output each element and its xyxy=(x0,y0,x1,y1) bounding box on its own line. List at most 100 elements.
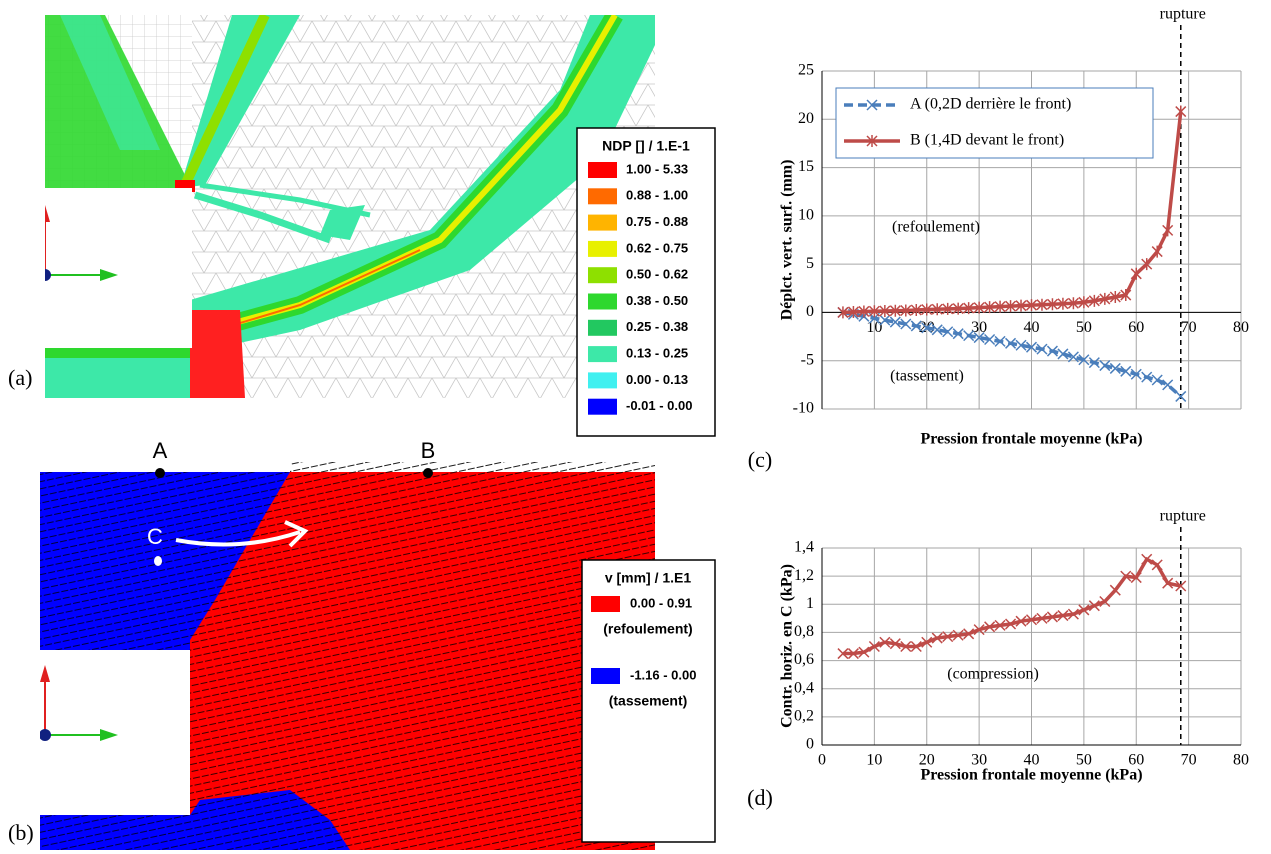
marker xyxy=(868,640,880,653)
x-tick-label: 80 xyxy=(1233,319,1249,336)
marker xyxy=(1078,604,1090,616)
x-tick-label: 40 xyxy=(1024,319,1040,336)
marker xyxy=(868,305,880,318)
x-tick-label: 30 xyxy=(971,319,987,336)
marker xyxy=(1120,365,1132,377)
y-tick-label: 0,4 xyxy=(794,679,814,696)
annotation: rupture xyxy=(1160,508,1206,525)
legend-label: 0.00 - 0.91 xyxy=(630,595,692,610)
marker xyxy=(1141,258,1153,271)
annotation: (compression) xyxy=(947,666,1039,683)
marker xyxy=(1015,615,1027,627)
marker xyxy=(858,305,870,318)
marker xyxy=(1015,339,1027,351)
y-tick-label: -5 xyxy=(801,351,814,368)
point-label: A xyxy=(153,438,168,463)
marker xyxy=(837,306,849,319)
y-tick-label: 5 xyxy=(806,255,814,272)
x-tick-label: 70 xyxy=(1181,752,1197,769)
marker xyxy=(879,636,891,648)
legend-box xyxy=(835,87,1154,159)
marker xyxy=(963,628,975,640)
legend-label: 0.50 - 0.62 xyxy=(626,267,688,282)
legend-swatch xyxy=(591,596,620,612)
marker xyxy=(1109,584,1121,596)
x-tick-label: 40 xyxy=(1024,752,1040,769)
marker xyxy=(942,326,954,338)
marker xyxy=(1175,105,1187,118)
marker xyxy=(1067,351,1079,363)
marker xyxy=(1130,267,1142,280)
legend-label: -0.01 - 0.00 xyxy=(626,398,693,413)
marker xyxy=(921,303,933,316)
legend-swatch xyxy=(588,293,617,310)
marker xyxy=(1036,298,1048,311)
x-tick-label: 10 xyxy=(866,752,882,769)
legend-swatch xyxy=(588,214,617,231)
marker xyxy=(1141,553,1153,565)
marker xyxy=(879,314,891,326)
x-tick-label: 20 xyxy=(919,752,935,769)
annotation: (tassement) xyxy=(890,368,964,385)
marker xyxy=(1120,289,1132,302)
marker xyxy=(847,648,859,660)
x-tick-label: 0 xyxy=(818,752,826,769)
legend: v [mm] / 1.E1 0.00 - 0.91 (refoulement) -1… xyxy=(581,559,716,843)
legend-swatch xyxy=(866,135,878,147)
marker xyxy=(973,624,985,636)
marker xyxy=(1130,368,1142,380)
panel-label: (c) xyxy=(748,447,772,472)
y-tick-label: 0,8 xyxy=(794,623,814,640)
marker xyxy=(1046,611,1058,623)
marker xyxy=(963,302,975,315)
marker xyxy=(1025,299,1038,312)
point-label: C xyxy=(147,524,163,549)
y-tick-label: -10 xyxy=(793,400,814,417)
marker xyxy=(1005,337,1017,349)
panel-label: (a) xyxy=(8,365,32,390)
marker xyxy=(952,629,964,641)
panel-b-field xyxy=(40,472,655,850)
marker xyxy=(942,631,954,643)
panel-label: (d) xyxy=(747,785,773,810)
marker xyxy=(963,330,975,342)
marker xyxy=(1151,374,1163,386)
marker xyxy=(1057,348,1069,360)
legend-label: 1.00 - 5.33 xyxy=(626,161,688,176)
marker xyxy=(1015,299,1027,312)
x-tick-label: 50 xyxy=(1076,319,1092,336)
marker xyxy=(1025,341,1038,353)
x-tick-label: 10 xyxy=(866,319,882,336)
marker xyxy=(1046,345,1058,357)
marker xyxy=(984,333,996,345)
marker xyxy=(1162,577,1174,589)
x-tick-label: 70 xyxy=(1181,319,1197,336)
annotation: (refoulement) xyxy=(892,219,980,236)
marker xyxy=(1057,297,1069,310)
y-axis-title: Contr. horiz. en C (kPa) xyxy=(779,564,796,728)
marker xyxy=(921,322,933,334)
x-tick-label: 30 xyxy=(971,752,987,769)
marker xyxy=(1151,245,1163,258)
legend-swatch xyxy=(588,188,617,205)
marker xyxy=(1067,297,1079,310)
marker xyxy=(910,640,922,653)
y-tick-label: 10 xyxy=(798,207,814,224)
marker xyxy=(1151,559,1163,571)
y-tick-label: 15 xyxy=(798,158,814,175)
legend-label: 0.13 - 0.25 xyxy=(626,346,688,361)
legend-label: 0.88 - 1.00 xyxy=(626,188,688,203)
marker xyxy=(889,638,901,650)
marker xyxy=(879,304,891,317)
marker xyxy=(1036,612,1048,624)
legend-swatch xyxy=(588,398,617,415)
legend-swatch xyxy=(588,372,617,389)
legend: NDP [] / 1.E-1 1.00 - 5.33 0.88 - 1.00 0.7… xyxy=(576,127,716,437)
marker xyxy=(973,332,985,344)
marker xyxy=(858,646,870,658)
legend-note: (refoulement) xyxy=(603,621,692,637)
marker xyxy=(1109,290,1121,303)
marker xyxy=(952,328,964,340)
marker xyxy=(1088,357,1100,369)
legend-note: (tassement) xyxy=(609,693,688,709)
